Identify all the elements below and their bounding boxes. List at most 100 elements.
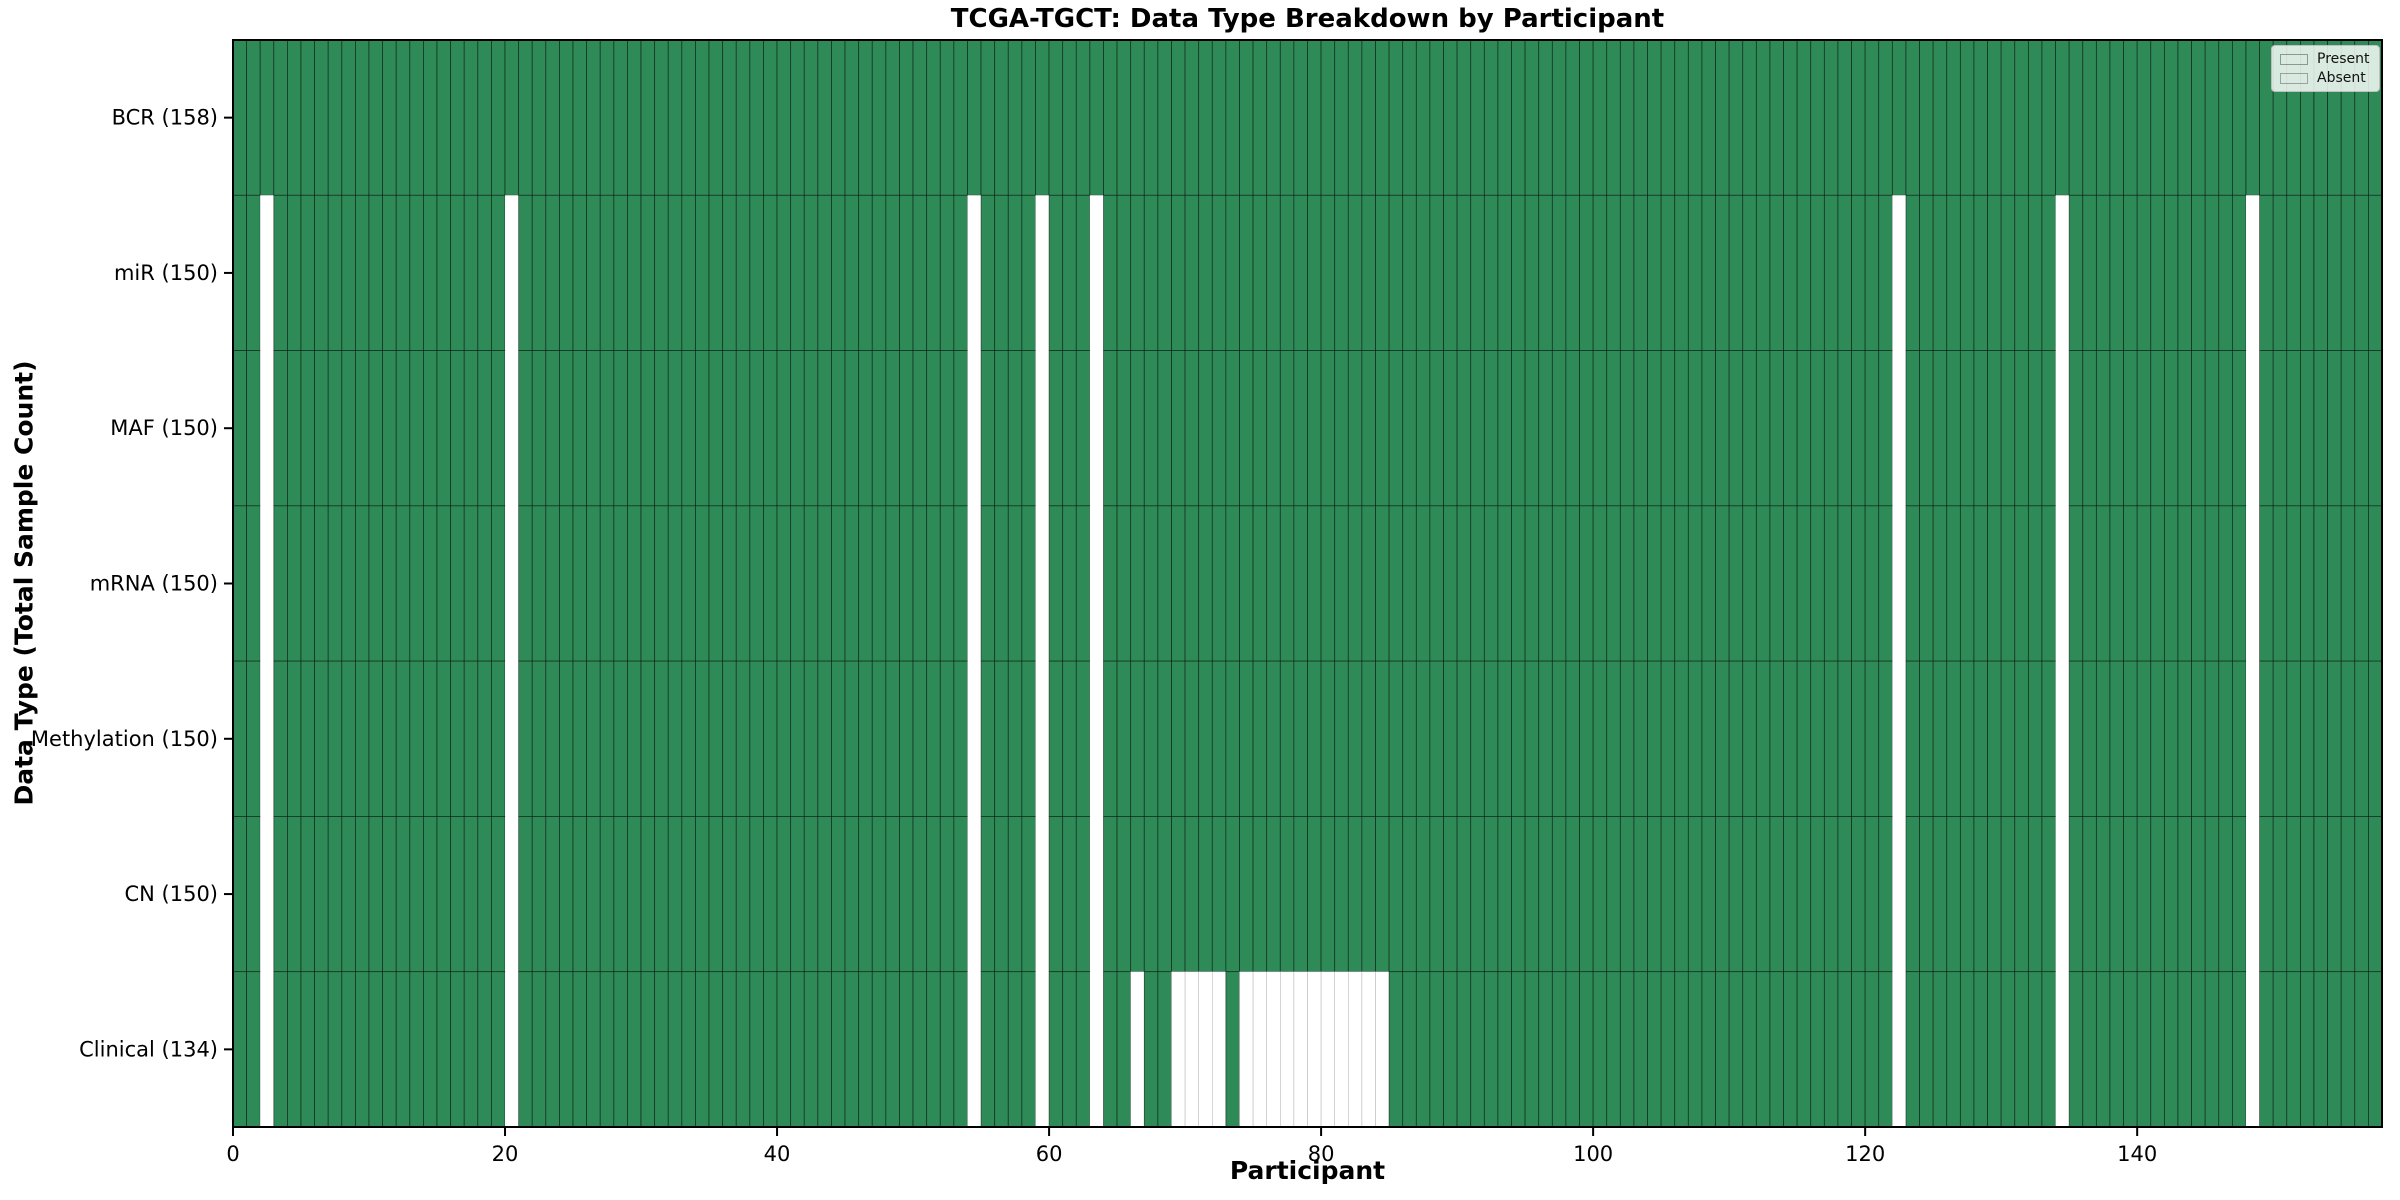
- heatmap-cell: [1606, 660, 1621, 817]
- heatmap-cell: [1919, 971, 1934, 1128]
- heatmap-cell: [1307, 505, 1322, 662]
- heatmap-cell: [967, 505, 982, 662]
- heatmap-cell: [1769, 350, 1784, 507]
- heatmap-cell: [1375, 350, 1390, 507]
- heatmap-cell: [2204, 816, 2220, 973]
- heatmap-cell: [2354, 971, 2369, 1128]
- heatmap-cell: [967, 39, 982, 196]
- heatmap-cell: [1212, 971, 1227, 1128]
- heatmap-cell: [1524, 350, 1540, 507]
- heatmap-cell: [1633, 816, 1648, 973]
- heatmap-cell: [559, 39, 574, 196]
- heatmap-cell: [1742, 971, 1757, 1128]
- heatmap-cell: [314, 816, 329, 973]
- x-tick-label: 0: [226, 1142, 239, 1166]
- heatmap-cell: [790, 39, 805, 196]
- heatmap-cell: [1184, 194, 1200, 351]
- heatmap-cell: [1252, 194, 1268, 351]
- heatmap-cell: [627, 505, 642, 662]
- heatmap-cell: [1361, 39, 1376, 196]
- heatmap-cell: [586, 39, 601, 196]
- heatmap-cell: [1279, 39, 1295, 196]
- heatmap-cell: [926, 350, 941, 507]
- heatmap-cell: [1524, 39, 1540, 196]
- heatmap-cell: [1823, 505, 1839, 662]
- heatmap-cell: [599, 816, 615, 973]
- heatmap-cell: [2259, 971, 2274, 1128]
- heatmap-cell: [803, 816, 819, 973]
- heatmap-cell: [1266, 505, 1281, 662]
- legend-item-present: Present: [2280, 52, 2370, 66]
- heatmap-cell: [436, 660, 452, 817]
- heatmap-cell: [477, 39, 492, 196]
- heatmap-cell: [1715, 971, 1730, 1128]
- heatmap-cell: [871, 971, 887, 1128]
- heatmap-cell: [1973, 816, 1988, 973]
- heatmap-cell: [1089, 505, 1104, 662]
- heatmap-cell: [1171, 971, 1186, 1128]
- heatmap-cell: [1211, 660, 1227, 817]
- heatmap-cell: [735, 194, 751, 351]
- heatmap-cell: [572, 194, 588, 351]
- heatmap-cell: [885, 194, 900, 351]
- heatmap-cell: [1987, 816, 2002, 973]
- heatmap-cell: [2000, 816, 2016, 973]
- heatmap-cell: [1007, 660, 1023, 817]
- heatmap-cell: [2177, 194, 2192, 351]
- heatmap-cell: [1035, 505, 1050, 662]
- heatmap-cell: [708, 39, 724, 196]
- heatmap-cell: [1619, 194, 1635, 351]
- heatmap-cell: [681, 505, 696, 662]
- heatmap-cell: [1062, 39, 1077, 196]
- heatmap-cell: [300, 505, 316, 662]
- heatmap-cell: [1130, 505, 1145, 662]
- heatmap-cell: [1892, 971, 1906, 1127]
- heatmap-cell: [1551, 505, 1567, 662]
- heatmap-cell: [2041, 505, 2056, 662]
- heatmap-cell: [2109, 816, 2124, 973]
- heatmap-cell: [844, 660, 860, 817]
- heatmap-cell: [1701, 505, 1716, 662]
- heatmap-cell: [790, 194, 805, 351]
- heatmap-cell: [1946, 660, 1961, 817]
- heatmap-cell: [463, 816, 479, 973]
- heatmap-cell: [2204, 660, 2220, 817]
- heatmap-cell: [1565, 194, 1580, 351]
- heatmap-cell: [2177, 350, 2192, 507]
- heatmap-cell: [1878, 194, 1893, 351]
- heatmap-cell: [735, 350, 751, 507]
- heatmap-cell: [749, 505, 764, 662]
- heatmap-cell: [953, 194, 968, 351]
- heatmap-cell: [2068, 660, 2084, 817]
- heatmap-cell: [2286, 350, 2301, 507]
- heatmap-cell: [681, 350, 696, 507]
- heatmap-cell: [1619, 971, 1635, 1128]
- heatmap-cell: [2014, 39, 2029, 196]
- heatmap-cell: [1810, 505, 1825, 662]
- heatmap-cell: [2204, 39, 2220, 196]
- heatmap-cell: [1551, 39, 1567, 196]
- heatmap-cell: [627, 660, 642, 817]
- heatmap-cell: [559, 660, 574, 817]
- heatmap-cell: [2055, 195, 2070, 351]
- heatmap-cell: [409, 194, 424, 351]
- heatmap-cell: [980, 971, 996, 1128]
- heatmap-cell: [1429, 505, 1444, 662]
- heatmap-cell: [1837, 194, 1852, 351]
- heatmap-cell: [1959, 816, 1975, 973]
- heatmap-cell: [1592, 39, 1608, 196]
- heatmap-cell: [776, 971, 792, 1128]
- heatmap-cell: [939, 971, 955, 1128]
- heatmap-cell: [2136, 194, 2152, 351]
- heatmap-cell: [885, 39, 900, 196]
- heatmap-cell: [1198, 350, 1213, 507]
- heatmap-cell: [450, 39, 465, 196]
- heatmap-cell: [1932, 816, 1948, 973]
- heatmap-cell: [559, 505, 574, 662]
- heatmap-cell: [1660, 194, 1676, 351]
- heatmap-cell: [355, 350, 370, 507]
- heatmap-cell: [776, 505, 792, 662]
- heatmap-cell: [2354, 350, 2369, 507]
- heatmap-cell: [953, 505, 968, 662]
- heatmap-cell: [2299, 505, 2315, 662]
